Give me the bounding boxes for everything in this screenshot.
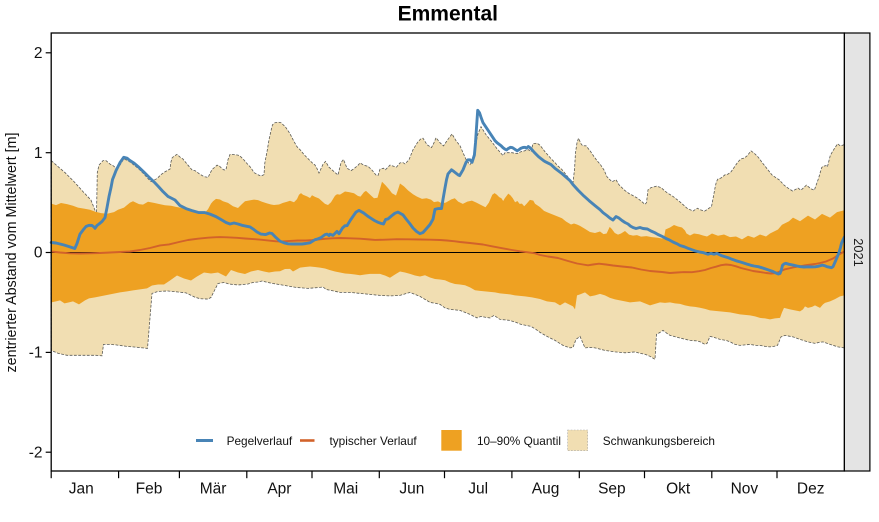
- svg-text:Jun: Jun: [399, 481, 424, 498]
- svg-text:Schwankungsbereich: Schwankungsbereich: [603, 434, 715, 448]
- svg-text:-2: -2: [29, 444, 43, 461]
- svg-text:Emmental: Emmental: [398, 3, 498, 26]
- svg-text:Pegelverlauf: Pegelverlauf: [227, 434, 293, 448]
- svg-text:Okt: Okt: [666, 481, 691, 498]
- svg-text:Sep: Sep: [598, 481, 626, 498]
- svg-text:Jul: Jul: [468, 481, 488, 498]
- svg-text:Dez: Dez: [797, 481, 825, 498]
- svg-text:10–90% Quantil: 10–90% Quantil: [477, 434, 561, 448]
- svg-text:Mär: Mär: [200, 481, 227, 498]
- svg-text:2: 2: [34, 45, 43, 62]
- svg-text:Mai: Mai: [333, 481, 358, 498]
- svg-text:Nov: Nov: [731, 481, 759, 498]
- svg-text:2021: 2021: [851, 238, 866, 266]
- svg-text:Apr: Apr: [267, 481, 291, 498]
- svg-text:Jan: Jan: [69, 481, 94, 498]
- svg-text:-1: -1: [29, 345, 43, 362]
- svg-text:Feb: Feb: [136, 481, 163, 498]
- svg-text:zentrierter Abstand vom Mittel: zentrierter Abstand vom Mittelwert [m]: [4, 133, 20, 373]
- svg-text:0: 0: [34, 245, 43, 262]
- svg-text:1: 1: [34, 145, 43, 162]
- svg-text:typischer Verlauf: typischer Verlauf: [330, 434, 418, 448]
- svg-text:Aug: Aug: [532, 481, 560, 498]
